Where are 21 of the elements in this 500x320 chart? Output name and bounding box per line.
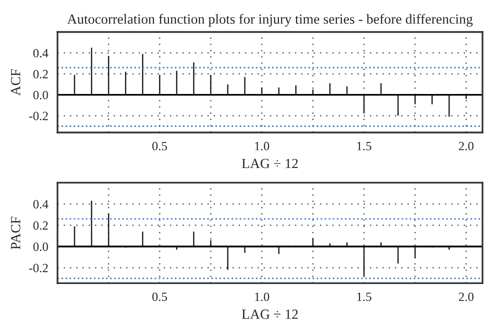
y-tick-label: -0.2	[29, 264, 48, 272]
y-tick-label: 0.4	[33, 48, 48, 58]
x-axis-title: LAG ÷ 12	[242, 310, 298, 319]
x-axis-title: LAG ÷ 12	[242, 158, 298, 168]
x-tick-label: 1.5	[357, 292, 372, 302]
y-tick-label: 0.2	[33, 221, 48, 230]
x-tick-label: 2.0	[458, 142, 474, 150]
x-tick-label: 1.0	[255, 142, 270, 150]
y-axis-title: ACF	[10, 69, 20, 96]
x-tick-label: 1.0	[255, 292, 270, 302]
x-tick-label: 0.5	[152, 292, 167, 302]
y-tick-label: 0.0	[33, 242, 48, 252]
y-tick-label: 0.4	[33, 200, 48, 208]
y-tick-label: 0.0	[33, 90, 48, 100]
x-tick-label: 0.5	[152, 142, 167, 150]
x-tick-label: 1.5	[357, 142, 372, 150]
y-axis-title: PACF	[10, 216, 20, 250]
chart-title: Autocorrelation function plots for injury time series - before differencing	[67, 14, 473, 27]
y-tick-label: 0.2	[33, 70, 48, 78]
x-tick-label: 2.0	[458, 292, 474, 302]
y-tick-label: -0.2	[29, 112, 48, 120]
